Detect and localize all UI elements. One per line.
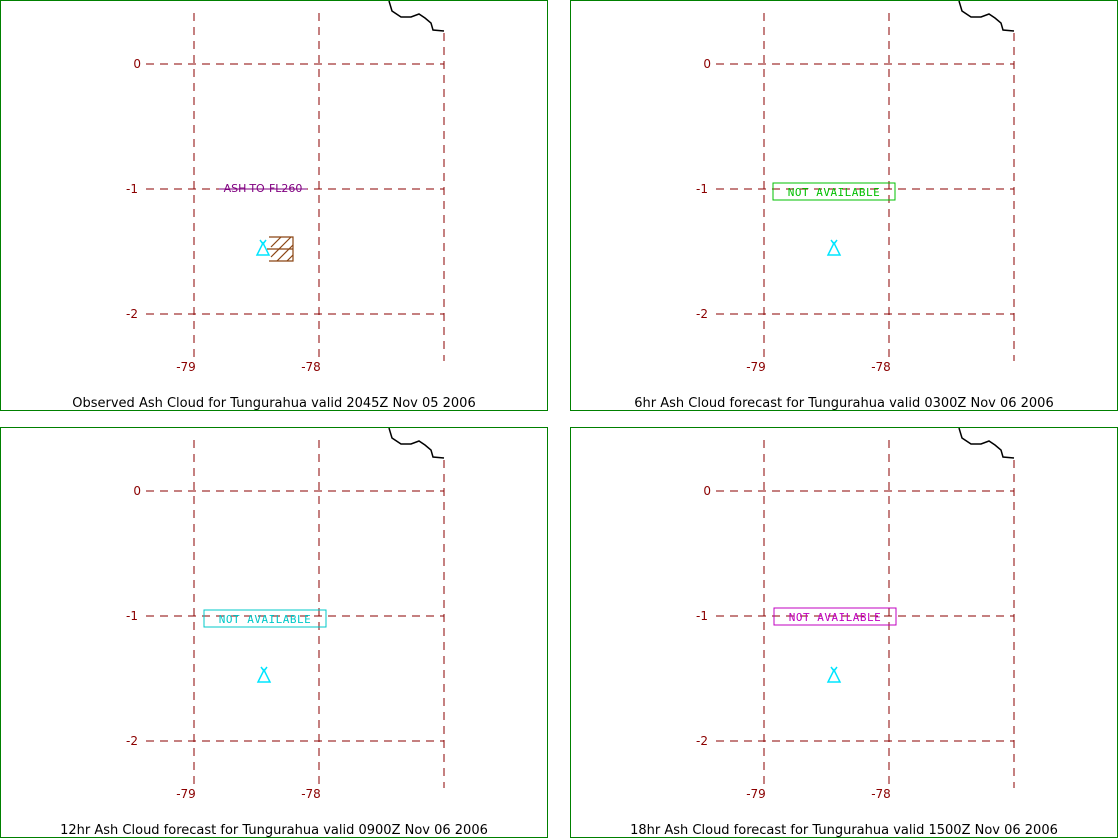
lon-label-79: -79	[176, 787, 196, 801]
lon-label-79: -79	[746, 360, 766, 374]
lon-label-78: -78	[301, 360, 321, 374]
lat-label-2: -2	[696, 734, 708, 748]
lon-label-78: -78	[871, 787, 891, 801]
panel-18hr: 0 -1 -2 -79 -78 NOT AVAILABLE 18hr Ash C…	[570, 427, 1118, 838]
ash-cloud-hatch-icon	[267, 236, 294, 262]
not-available-label: NOT AVAILABLE	[789, 611, 882, 624]
volcano-icon	[255, 239, 271, 256]
coastline	[388, 1, 445, 32]
map-observed: 0 -1 -2 -79 -78 ASH-TO-FL260	[126, 1, 445, 374]
lat-label-0: 0	[133, 57, 141, 71]
volcano-icon	[256, 666, 272, 683]
not-available-label: NOT AVAILABLE	[788, 186, 881, 199]
panel-caption: 18hr Ash Cloud forecast for Tungurahua v…	[630, 823, 1058, 838]
map-6hr: 0 -1 -2 -79 -78 NOT AVAILABLE	[696, 1, 1015, 374]
panel-12hr: 0 -1 -2 -79 -78 NOT AVAILABLE 12hr Ash C…	[0, 427, 548, 838]
map-18hr: 0 -1 -2 -79 -78 NOT AVAILABLE	[696, 428, 1015, 801]
lon-label-78: -78	[301, 787, 321, 801]
lat-label-0: 0	[703, 57, 711, 71]
graticule	[716, 13, 1015, 361]
lat-label-1: -1	[696, 182, 708, 196]
graticule	[146, 440, 445, 788]
lat-label-1: -1	[696, 609, 708, 623]
panel-6hr: 0 -1 -2 -79 -78 NOT AVAILABLE 6hr Ash Cl…	[570, 0, 1118, 411]
lat-label-2: -2	[126, 734, 138, 748]
lat-label-2: -2	[696, 307, 708, 321]
not-available-label: NOT AVAILABLE	[219, 613, 312, 626]
lat-label-0: 0	[703, 484, 711, 498]
not-available-box	[203, 609, 327, 628]
lat-label-0: 0	[133, 484, 141, 498]
lon-label-79: -79	[176, 360, 196, 374]
panel-caption: Observed Ash Cloud for Tungurahua valid …	[72, 396, 476, 411]
volcano-icon	[826, 666, 842, 683]
lon-label-79: -79	[746, 787, 766, 801]
panel-caption: 12hr Ash Cloud forecast for Tungurahua v…	[60, 823, 488, 838]
not-available-box	[772, 182, 896, 201]
coastline	[958, 1, 1015, 32]
panel-observed: 0 -1 -2 -79 -78 ASH-TO-FL260 Observed As…	[0, 0, 548, 411]
graticule	[146, 13, 445, 361]
coastline	[388, 428, 445, 459]
panel-caption: 6hr Ash Cloud forecast for Tungurahua va…	[634, 396, 1054, 411]
coastline	[958, 428, 1015, 459]
not-available-box	[773, 607, 897, 626]
lat-label-1: -1	[126, 609, 138, 623]
lat-label-2: -2	[126, 307, 138, 321]
lon-label-78: -78	[871, 360, 891, 374]
lat-label-1: -1	[126, 182, 138, 196]
volcano-icon	[826, 239, 842, 256]
graticule	[716, 440, 1015, 788]
map-12hr: 0 -1 -2 -79 -78 NOT AVAILABLE	[126, 428, 445, 801]
